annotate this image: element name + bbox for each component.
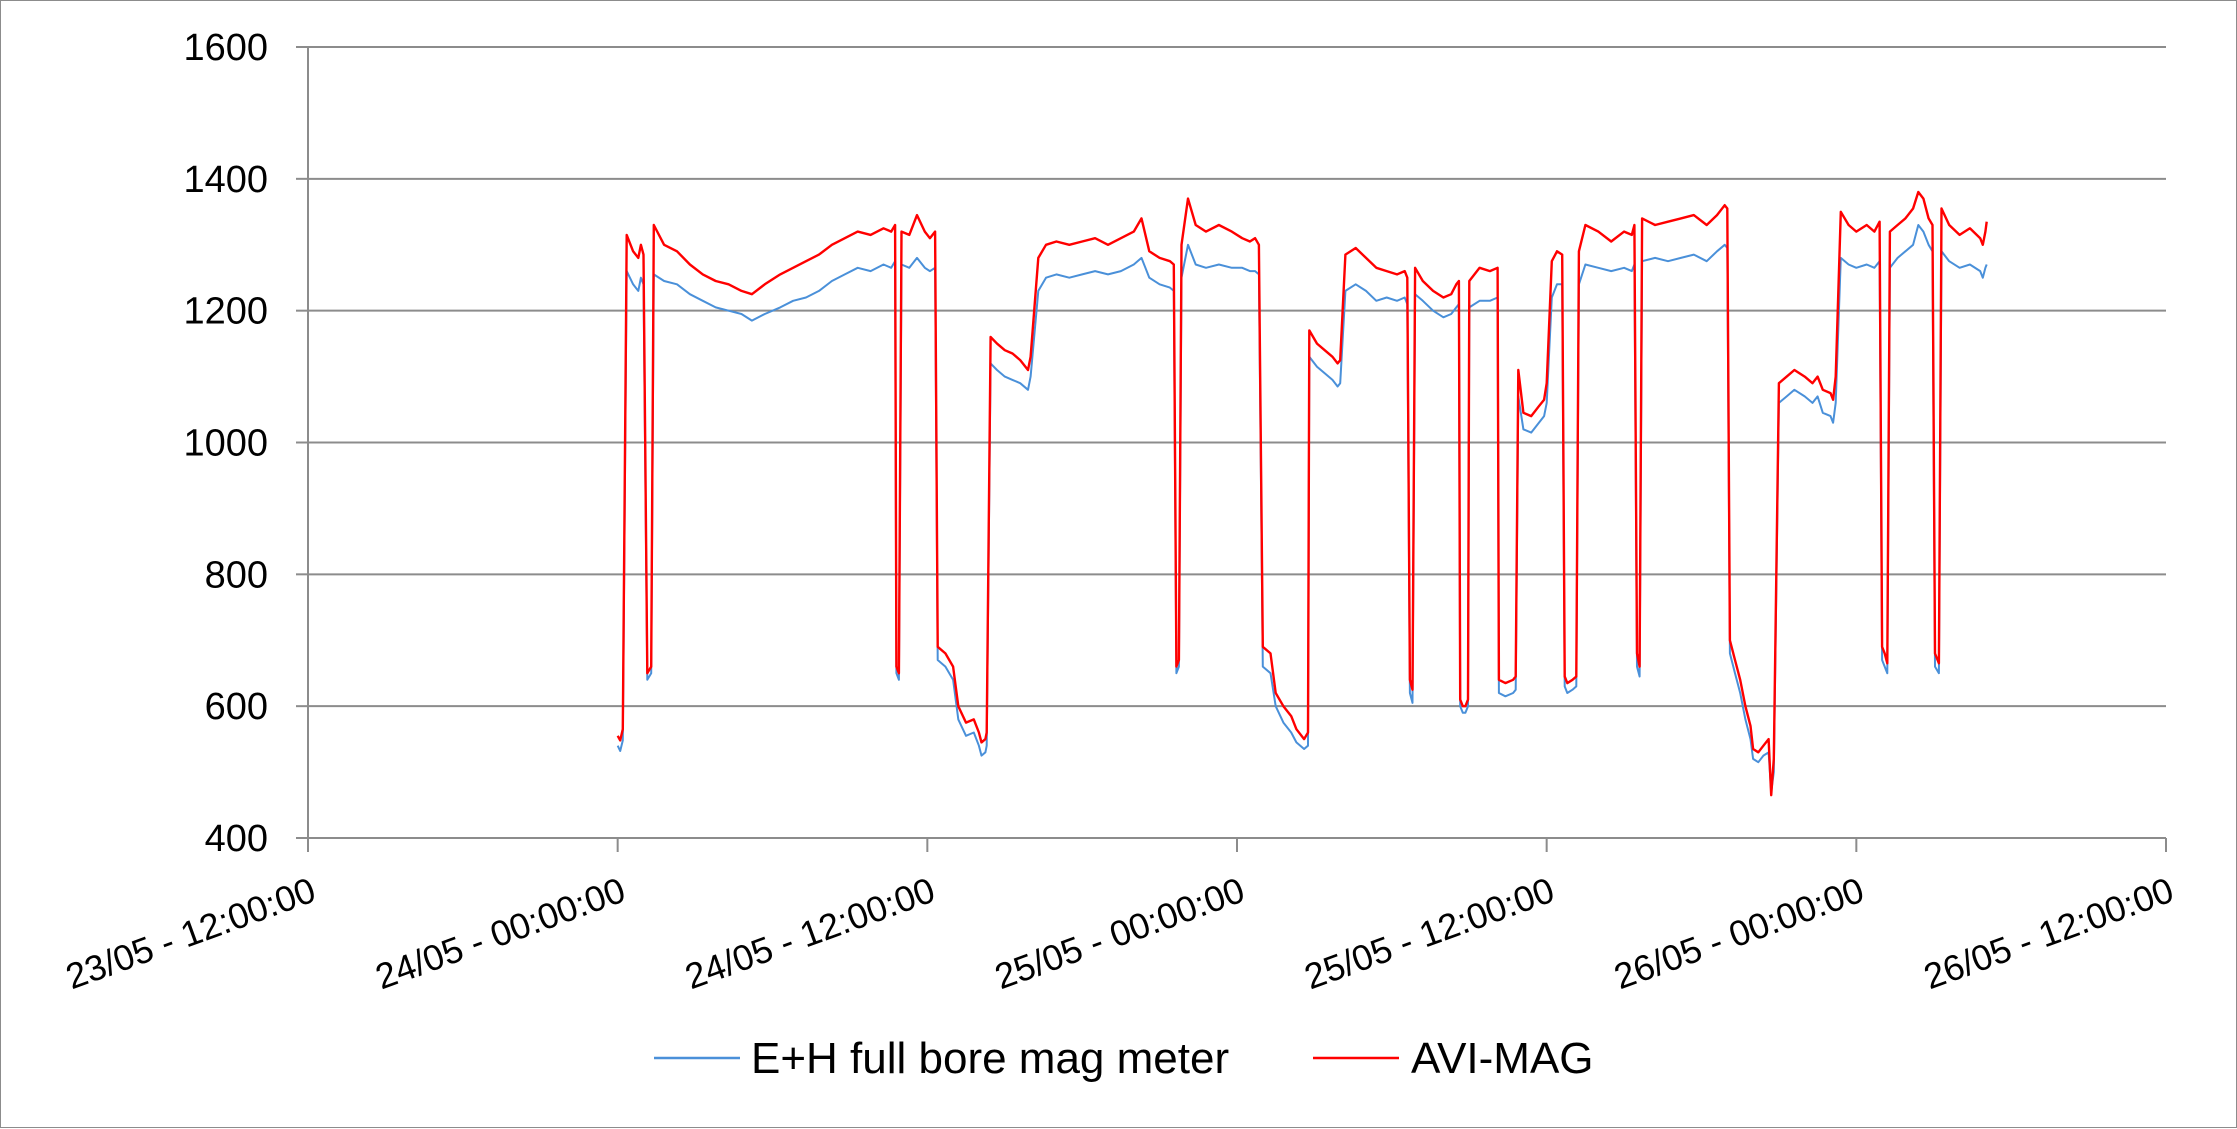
axes [296, 46, 2167, 852]
x-tick-label: 26/05 - 00:00:00 [1609, 869, 1869, 997]
y-tick-label: 600 [205, 686, 268, 728]
tick-labels: 400 600 800 1000 1200 1400 1600 23/05 - 12:00:0… [60, 27, 2178, 997]
y-tick-label: 400 [205, 818, 268, 860]
series-line-avi-mag [616, 190, 1988, 797]
x-tick-label: 26/05 - 12:00:00 [1918, 869, 2178, 997]
gridlines [308, 46, 2166, 839]
x-tick-label: 23/05 - 12:00:00 [60, 869, 320, 997]
series-line-eh-mag-meter [616, 224, 1988, 793]
y-tick-label: 1400 [183, 159, 268, 201]
y-tick-label: 800 [205, 554, 268, 596]
x-tick-label: 25/05 - 00:00:00 [989, 869, 1249, 997]
legend: E+H full bore mag meter AVI-MAG [654, 1034, 1594, 1083]
y-tick-label: 1200 [183, 291, 268, 333]
x-tick-label: 24/05 - 12:00:00 [680, 869, 940, 997]
legend-label: E+H full bore mag meter [751, 1034, 1229, 1083]
y-tick-label: 1000 [183, 423, 268, 465]
x-tick-label: 24/05 - 00:00:00 [370, 869, 630, 997]
legend-label: AVI-MAG [1411, 1034, 1594, 1083]
x-tick-label: 25/05 - 12:00:00 [1299, 869, 1559, 997]
y-tick-label: 1600 [183, 27, 268, 69]
series-lines [616, 190, 1988, 797]
